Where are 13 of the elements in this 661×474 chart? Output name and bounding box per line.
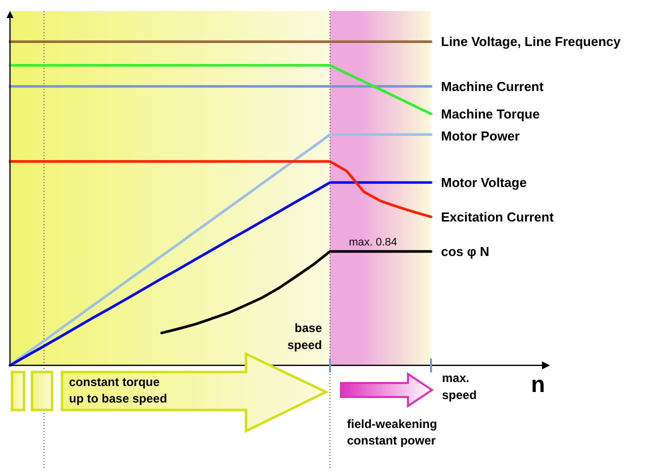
series-label: Motor Voltage bbox=[441, 175, 527, 190]
series-label: Excitation Current bbox=[441, 209, 554, 224]
text: field-weakening constant power bbox=[347, 417, 438, 448]
series-label: Line Voltage, Line Frequency bbox=[441, 34, 622, 50]
text: max. speed bbox=[442, 371, 477, 402]
series-label: Machine Torque bbox=[441, 106, 540, 122]
annotation: base speed bbox=[287, 321, 322, 352]
annotation: max. 0.84 bbox=[348, 236, 398, 248]
x-axis-title: n bbox=[530, 371, 546, 397]
series-label: Machine Current bbox=[441, 78, 544, 94]
series-label: Motor Power bbox=[441, 128, 520, 144]
text: constant torque up to base speed bbox=[69, 375, 168, 406]
series-label: cos φ N bbox=[441, 244, 490, 259]
